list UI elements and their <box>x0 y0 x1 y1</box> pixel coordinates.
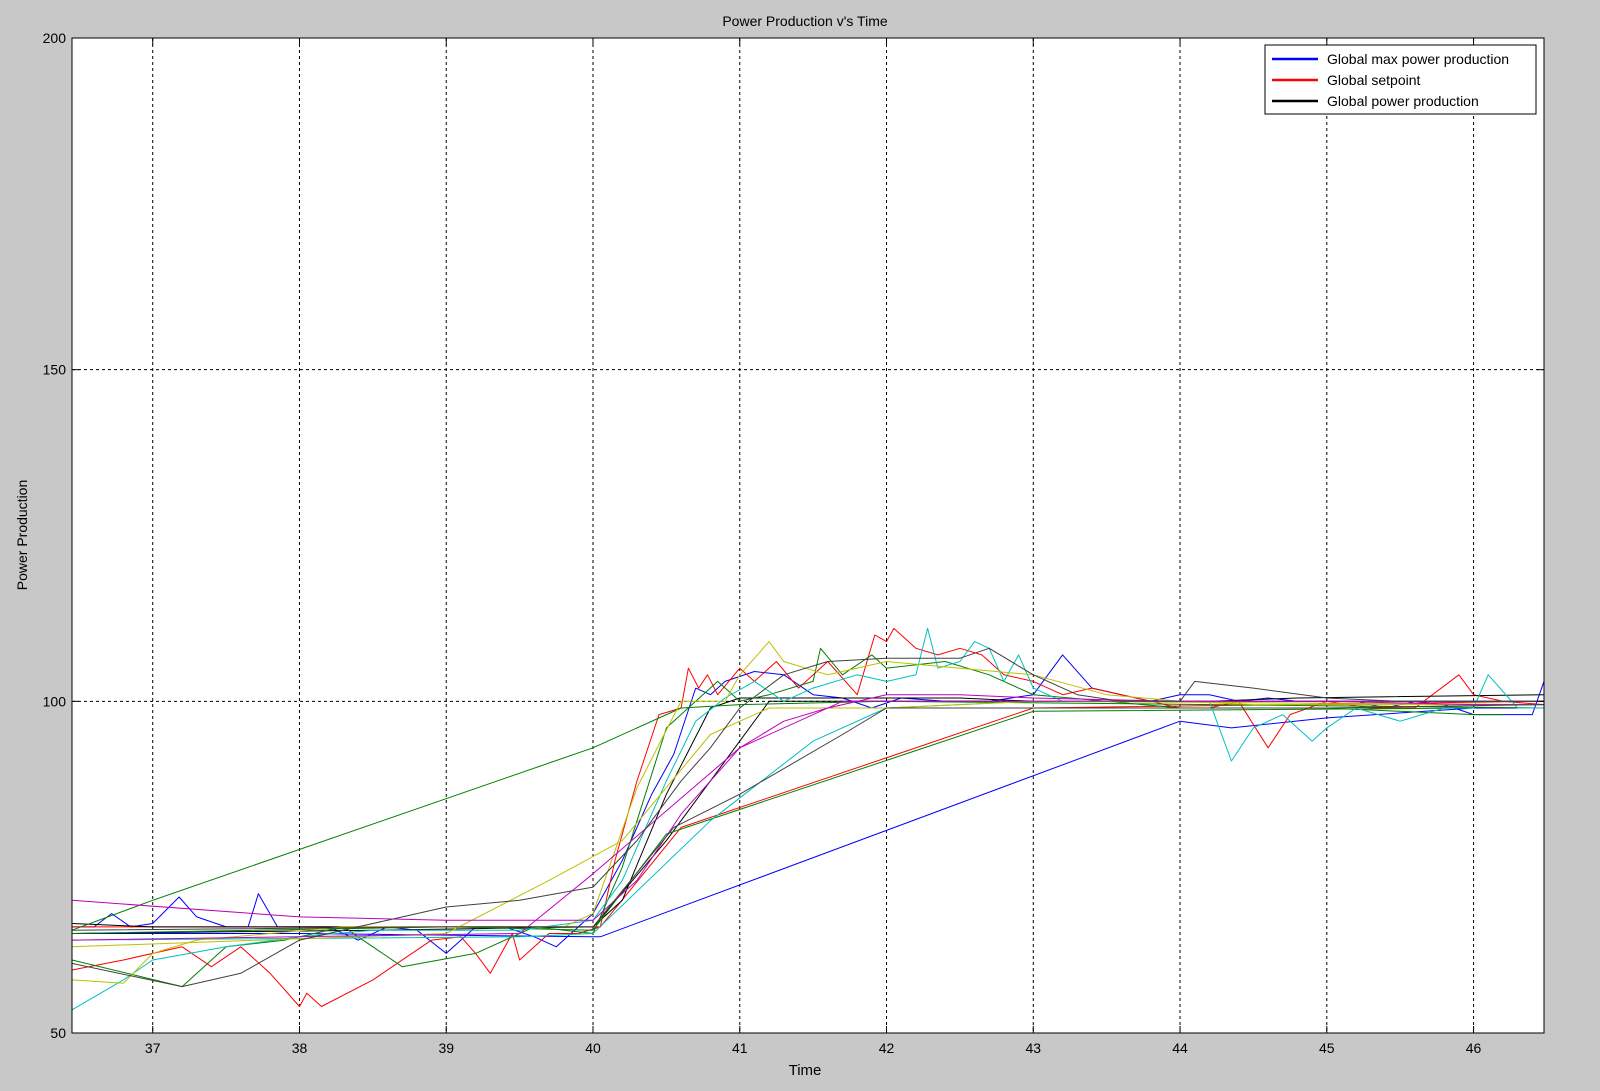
x-tick-label: 38 <box>292 1040 308 1056</box>
chart-title: Power Production v's Time <box>722 13 888 29</box>
legend: Global max power production Global setpoi… <box>1264 44 1537 115</box>
series-line-9 <box>71 627 1544 1011</box>
y-tick-label: 50 <box>50 1025 66 1041</box>
x-tick-label: 41 <box>732 1040 748 1056</box>
legend-entry-label: Global setpoint <box>1327 72 1421 88</box>
x-tick-label: 39 <box>438 1040 454 1056</box>
series-layer <box>71 627 1545 1011</box>
series-line-0 <box>72 654 1545 954</box>
series-line-15 <box>71 647 1544 988</box>
series-line-14 <box>71 700 1544 941</box>
x-axis-label: Time <box>789 1062 822 1079</box>
series-line-5 <box>71 694 1545 934</box>
x-tick-label: 42 <box>879 1040 895 1056</box>
x-tick-label: 43 <box>1025 1040 1041 1056</box>
axis-ticks: 37 38 39 40 41 42 43 44 45 46 50 100 150 200 <box>43 30 1544 1056</box>
series-line-11 <box>71 641 1544 984</box>
x-tick-label: 40 <box>585 1040 601 1056</box>
series-line-12 <box>71 700 1545 948</box>
x-tick-label: 44 <box>1172 1040 1188 1056</box>
series-line-16 <box>71 704 1545 931</box>
x-tick-label: 46 <box>1466 1040 1482 1056</box>
y-axis-label: Power Production <box>14 480 30 591</box>
legend-entry-label: Global max power production <box>1327 51 1509 67</box>
y-tick-label: 100 <box>43 693 67 709</box>
y-tick-label: 200 <box>43 30 67 46</box>
legend-entry-label: Global power production <box>1327 93 1479 109</box>
x-tick-label: 37 <box>145 1040 161 1056</box>
series-line-1 <box>72 707 1544 938</box>
x-tick-label: 45 <box>1319 1040 1335 1056</box>
y-tick-label: 150 <box>43 362 67 378</box>
